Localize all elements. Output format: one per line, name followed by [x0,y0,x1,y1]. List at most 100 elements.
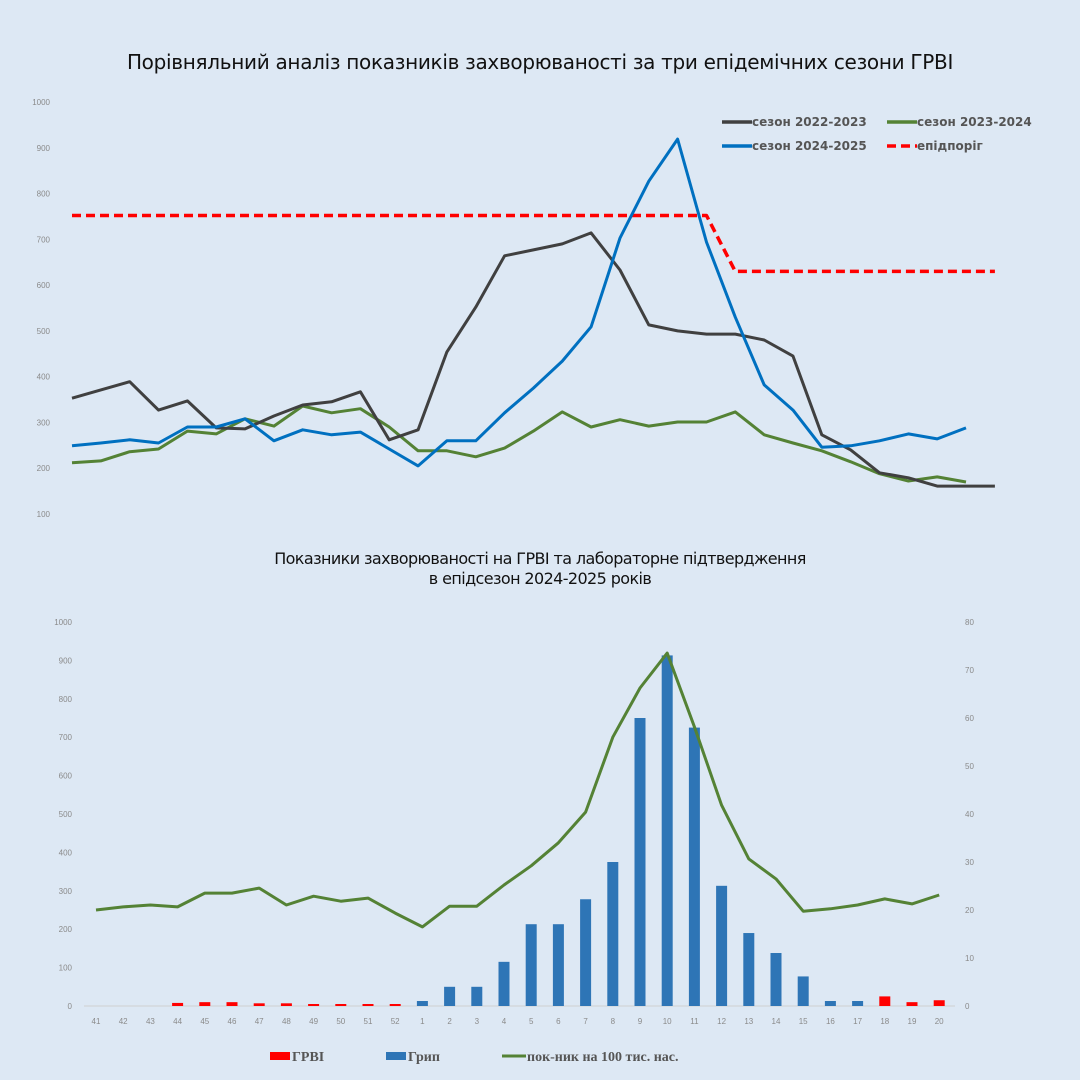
bar-грип [852,1001,864,1006]
x-tick-label: 50 [336,1017,345,1026]
y-tick-label: 300 [59,887,73,896]
legend-label-arvi: ГРВІ [292,1050,324,1065]
y-tick-label: 300 [37,418,51,427]
x-tick-label: 6 [556,1017,561,1026]
x-tick-label: 15 [799,1017,808,1026]
y-tick-label: 100 [37,510,51,519]
x-tick-label: 7 [583,1017,588,1026]
bar-грип [661,655,673,1006]
x-tick-label: 14 [772,1017,781,1026]
y-tick-label: 1000 [32,98,50,107]
bar-грип [797,976,809,1006]
y-tick-label: 600 [37,281,51,290]
x-tick-label: 42 [119,1017,128,1026]
y-tick-label: 500 [59,810,73,819]
bar-грві [308,1004,320,1006]
x-tick-label: 5 [529,1017,534,1026]
legend-swatch-arvi [270,1052,290,1060]
y-tick-label: 100 [59,964,73,973]
bar-грві [226,1002,238,1006]
series-line-rate [95,651,940,929]
y-tick-label: 800 [59,695,73,704]
bar-грип [634,718,646,1006]
x-tick-label: 8 [611,1017,616,1026]
y-tick-label: 200 [59,925,73,934]
bar-грві [172,1002,184,1006]
bar-грві [335,1004,347,1006]
y2-tick-label: 50 [965,762,974,771]
x-tick-label: 3 [475,1017,480,1026]
x-tick-label: 47 [255,1017,264,1026]
legend-label-сезон-2024-2025: сезон 2024-2025 [752,139,867,153]
y-tick-label: 400 [59,848,73,857]
x-tick-label: 45 [200,1017,209,1026]
chart1: 1000 900 800 700 600 500 400 300 200 100 сезон 202… [32,98,1032,519]
bar-грип [471,986,483,1006]
x-tick-label: 44 [173,1017,182,1026]
bar-грип [607,862,619,1006]
y2-tick-label: 0 [965,1002,970,1011]
y2-tick-label: 80 [965,618,974,627]
x-tick-label: 4 [502,1017,507,1026]
legend-label-rate: пок-ник на 100 тис. нас. [527,1050,679,1065]
bar-грві [280,1003,292,1006]
x-tick-label: 48 [282,1017,291,1026]
x-tick-label: 51 [364,1017,373,1026]
y-tick-label: 700 [37,235,51,244]
bar-грип [716,885,728,1006]
y-tick-label: 600 [59,772,73,781]
series-line-сезон-2024-2025 [71,137,967,468]
x-tick-label: 10 [663,1017,672,1026]
bar-грві [253,1003,265,1006]
legend-label-flu: Грип [408,1050,440,1065]
legend-swatch-flu [386,1052,406,1060]
chart2-title-line2: в епідсезон 2024-2025 років [428,569,652,588]
x-tick-label: 46 [228,1017,237,1026]
bar-грві [362,1004,374,1006]
chart2-title-line1: Показники захворюваності на ГРВІ та лабо… [274,549,806,568]
legend-label-сезон-2022-2023: сезон 2022-2023 [752,115,867,129]
bar-грип [580,899,592,1006]
x-tick-label: 16 [826,1017,835,1026]
y2-tick-label: 60 [965,714,974,723]
y2-tick-label: 20 [965,906,974,915]
series-line-сезон-2023-2024 [71,404,967,484]
x-tick-label: 1 [420,1017,425,1026]
bar-грві [906,1002,918,1006]
y-tick-label: 700 [59,733,73,742]
y2-tick-label: 10 [965,954,974,963]
x-tick-label: 17 [853,1017,862,1026]
chart2-title: Показники захворюваності на ГРВІ та лабо… [200,549,880,589]
bar-грві [389,1004,401,1006]
y-tick-label: 200 [37,464,51,473]
bar-грип [770,953,782,1006]
x-tick-label: 11 [690,1017,699,1026]
x-tick-label: 20 [935,1017,944,1026]
bar-грип [688,727,700,1006]
bar-грип [525,924,537,1006]
y-tick-label: 0 [68,1002,73,1011]
y2-tick-label: 30 [965,858,974,867]
y2-tick-label: 40 [965,810,974,819]
x-tick-label: 9 [638,1017,643,1026]
y-tick-label: 500 [37,327,51,336]
bar-грип [743,933,755,1006]
y-tick-label: 800 [37,190,51,199]
x-tick-label: 19 [908,1017,917,1026]
bar-грип [824,1001,836,1006]
bar-грві [933,1000,945,1006]
y-tick-label: 1000 [54,618,72,627]
bar-грип [498,961,510,1006]
y2-tick-label: 70 [965,666,974,675]
legend-label-сезон-2023-2024: сезон 2023-2024 [917,115,1032,129]
bar-грві [879,996,891,1006]
x-tick-label: 49 [309,1017,318,1026]
y-tick-label: 900 [37,144,51,153]
legend-label-епідпоріг: епідпоріг [917,139,983,153]
x-tick-label: 43 [146,1017,155,1026]
bar-грип [444,986,456,1006]
y-tick-label: 400 [37,373,51,382]
x-tick-label: 12 [717,1017,726,1026]
y-tick-label: 900 [59,656,73,665]
